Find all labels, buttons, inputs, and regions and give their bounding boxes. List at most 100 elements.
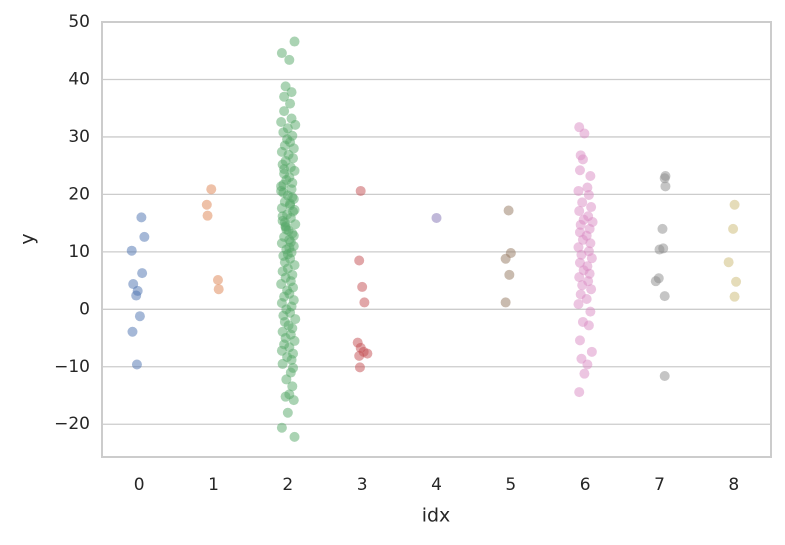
point	[289, 431, 300, 442]
point	[582, 182, 593, 193]
point	[276, 422, 287, 433]
point	[284, 54, 295, 65]
point	[728, 223, 739, 234]
point	[577, 197, 588, 208]
y-tick-label: 20	[68, 184, 90, 204]
point	[287, 192, 298, 203]
point	[500, 297, 511, 308]
point	[202, 210, 213, 221]
point	[288, 362, 299, 373]
point	[586, 284, 597, 295]
point	[279, 91, 290, 102]
point	[657, 223, 668, 234]
point	[286, 87, 297, 98]
point	[579, 368, 590, 379]
point	[359, 297, 370, 308]
y-tick-label: 50	[68, 12, 90, 32]
point	[659, 173, 670, 184]
point	[355, 185, 366, 196]
point	[577, 154, 588, 165]
point	[127, 326, 138, 337]
point	[576, 249, 587, 260]
point	[287, 381, 298, 392]
x-tick-label: 1	[208, 475, 219, 495]
point	[280, 220, 291, 231]
point	[581, 293, 592, 304]
point	[279, 106, 290, 117]
point	[126, 245, 137, 256]
point	[586, 202, 597, 213]
point	[574, 272, 585, 283]
point	[504, 269, 515, 280]
x-tick-label: 8	[728, 475, 739, 495]
x-tick-label: 7	[654, 475, 665, 495]
x-tick-label: 4	[431, 475, 442, 495]
point	[276, 116, 287, 127]
point	[573, 185, 584, 196]
point	[582, 359, 593, 370]
point	[290, 119, 301, 130]
x-tick-label: 6	[580, 475, 591, 495]
point	[654, 244, 665, 255]
point	[139, 231, 150, 242]
point	[723, 257, 734, 268]
point	[276, 185, 287, 196]
point	[584, 268, 595, 279]
point	[137, 268, 148, 279]
point	[585, 238, 596, 249]
point	[276, 48, 287, 59]
point	[290, 314, 301, 325]
point	[586, 253, 597, 264]
point	[285, 98, 296, 109]
point	[290, 219, 301, 230]
y-tick-label: 0	[79, 299, 90, 319]
point	[212, 275, 223, 286]
point	[279, 164, 290, 175]
x-tick-label: 3	[357, 475, 368, 495]
plot-frame	[101, 21, 772, 458]
point	[574, 206, 585, 217]
point	[585, 306, 596, 317]
point	[284, 242, 295, 253]
point	[574, 257, 585, 268]
point	[354, 255, 365, 266]
point	[575, 219, 586, 230]
y-tick-label: 10	[68, 242, 90, 262]
point	[289, 36, 300, 47]
point	[431, 212, 442, 223]
point	[586, 346, 597, 357]
point	[136, 212, 147, 223]
point	[574, 335, 585, 346]
point	[660, 181, 671, 192]
point	[574, 387, 585, 398]
point	[131, 359, 142, 370]
point	[201, 199, 212, 210]
point	[574, 165, 585, 176]
point	[134, 311, 145, 322]
point	[354, 362, 365, 373]
point	[577, 280, 588, 291]
point	[577, 234, 588, 245]
x-axis-label: idx	[422, 505, 451, 527]
point	[729, 199, 740, 210]
x-tick-label: 5	[505, 475, 516, 495]
point	[276, 279, 287, 290]
point	[503, 205, 514, 216]
y-tick-label: 40	[68, 69, 90, 89]
x-tick-label: 2	[282, 475, 293, 495]
point	[650, 276, 661, 287]
point	[354, 350, 365, 361]
x-tick-label: 0	[134, 475, 145, 495]
point	[659, 370, 670, 381]
point	[573, 299, 584, 310]
y-tick-label: −10	[54, 357, 90, 377]
point	[289, 204, 300, 215]
point	[579, 128, 590, 139]
point	[729, 291, 740, 302]
point	[286, 354, 297, 365]
point	[585, 171, 596, 182]
point	[277, 211, 288, 222]
point	[583, 320, 594, 331]
